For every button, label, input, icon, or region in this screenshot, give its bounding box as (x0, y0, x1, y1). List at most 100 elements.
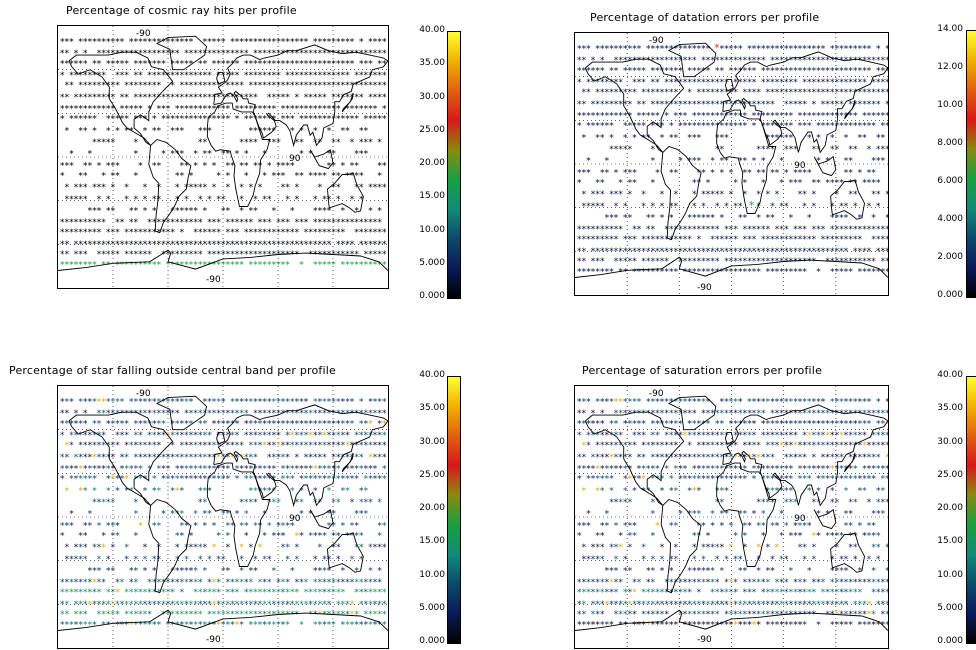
profile-marker: * (710, 578, 715, 588)
coastline (830, 179, 865, 220)
profile-marker: * (235, 81, 240, 91)
profile-marker: * (180, 115, 185, 125)
profile-marker: * (770, 267, 775, 277)
profile-marker: * (262, 81, 267, 91)
profile-marker: * (230, 240, 235, 250)
profile-marker: * (605, 247, 610, 257)
profile-marker: * (290, 419, 295, 429)
profile-marker: * (779, 66, 784, 76)
profile-marker: * (835, 190, 840, 200)
profile-marker: * (331, 171, 336, 181)
profile-marker: * (641, 543, 646, 553)
profile-marker: * (835, 56, 840, 66)
profile-marker: * (295, 71, 300, 81)
profile-marker: * (775, 431, 780, 441)
profile-marker: * (858, 45, 863, 55)
profile-marker: * (152, 228, 157, 238)
profile-marker: * (885, 88, 888, 98)
profile-marker: * (858, 486, 863, 496)
profile-marker: * (230, 409, 235, 419)
profile-marker: * (295, 183, 300, 193)
profile-marker: * (244, 240, 249, 250)
profile-marker: * (752, 475, 757, 485)
profile-marker: * (331, 71, 336, 81)
colorbar-tick-label: 2.000 (937, 252, 963, 262)
profile-marker: * (697, 78, 702, 88)
profile-marker: * (825, 66, 830, 76)
profile-marker: * (235, 441, 240, 451)
profile-marker: * (198, 620, 203, 630)
profile-marker: * (249, 498, 254, 508)
profile-marker: * (290, 71, 295, 81)
profile-marker: * (733, 588, 738, 598)
profile-marker: * (692, 66, 697, 76)
profile-marker: * (738, 566, 743, 576)
profile-marker: * (244, 38, 249, 48)
profile-marker: * (825, 510, 830, 520)
profile-marker: * (687, 578, 692, 588)
profile-marker: * (281, 578, 286, 588)
profile-marker: * (825, 419, 830, 429)
profile-marker: * (207, 105, 212, 115)
profile-marker: * (697, 100, 702, 110)
profile-marker: * (60, 71, 65, 81)
profile-marker: * (628, 190, 633, 200)
profile-marker: * (784, 257, 789, 267)
profile-marker: * (101, 431, 106, 441)
profile-marker: * (784, 88, 789, 98)
profile-marker: * (359, 531, 364, 541)
profile-marker: * (290, 566, 295, 576)
profile-marker: * (60, 250, 65, 260)
profile-marker: * (706, 100, 711, 110)
profile-marker: * (239, 105, 244, 115)
profile-marker: * (120, 115, 125, 125)
profile-marker: * (816, 66, 821, 76)
profile-marker: * (577, 225, 582, 235)
profile-marker: * (377, 206, 382, 216)
profile-marker: * (807, 431, 812, 441)
profile-marker: * (382, 409, 387, 419)
profile-marker: * (262, 600, 267, 610)
profile-marker: * (203, 126, 208, 136)
profile-marker: * (738, 620, 743, 630)
profile-marker: * (221, 398, 226, 408)
profile-marker: * (97, 600, 102, 610)
profile-marker: * (885, 566, 888, 576)
profile-marker: * (313, 486, 318, 496)
profile-marker: * (706, 225, 711, 235)
profile-marker: * (577, 112, 582, 122)
profile-marker: * (632, 578, 637, 588)
profile-marker: * (605, 267, 610, 277)
profile-marker: * (180, 510, 185, 520)
profile-marker: * (97, 441, 102, 451)
profile-marker: * (239, 566, 244, 576)
profile-marker: * (368, 409, 373, 419)
profile-marker: * (354, 218, 359, 228)
profile-marker: * (582, 600, 587, 610)
profile-marker: * (180, 59, 185, 69)
profile-marker: * (692, 431, 697, 441)
profile-marker: * (281, 441, 286, 451)
profile-marker: * (290, 228, 295, 238)
profile-marker: * (276, 498, 281, 508)
profile-marker: * (885, 441, 888, 451)
profile-marker: * (88, 521, 93, 531)
profile-marker: * (322, 453, 327, 463)
profile-marker: * (674, 521, 679, 531)
profile-marker: * (853, 235, 858, 245)
profile-marker: * (821, 419, 826, 429)
coastline (213, 404, 388, 508)
profile-marker: * (798, 588, 803, 598)
profile-marker: * (120, 240, 125, 250)
profile-marker: * (175, 600, 180, 610)
profile-marker: * (605, 475, 610, 485)
profile-marker: * (336, 600, 341, 610)
profile-marker: * (60, 465, 65, 475)
profile-marker: * (262, 431, 267, 441)
profile-marker: * (267, 49, 272, 59)
profile-marker: * (97, 38, 102, 48)
profile-marker: * (715, 419, 720, 429)
profile-marker: * (88, 431, 93, 441)
profile-marker: * (876, 398, 881, 408)
profile-marker: * (697, 578, 702, 588)
